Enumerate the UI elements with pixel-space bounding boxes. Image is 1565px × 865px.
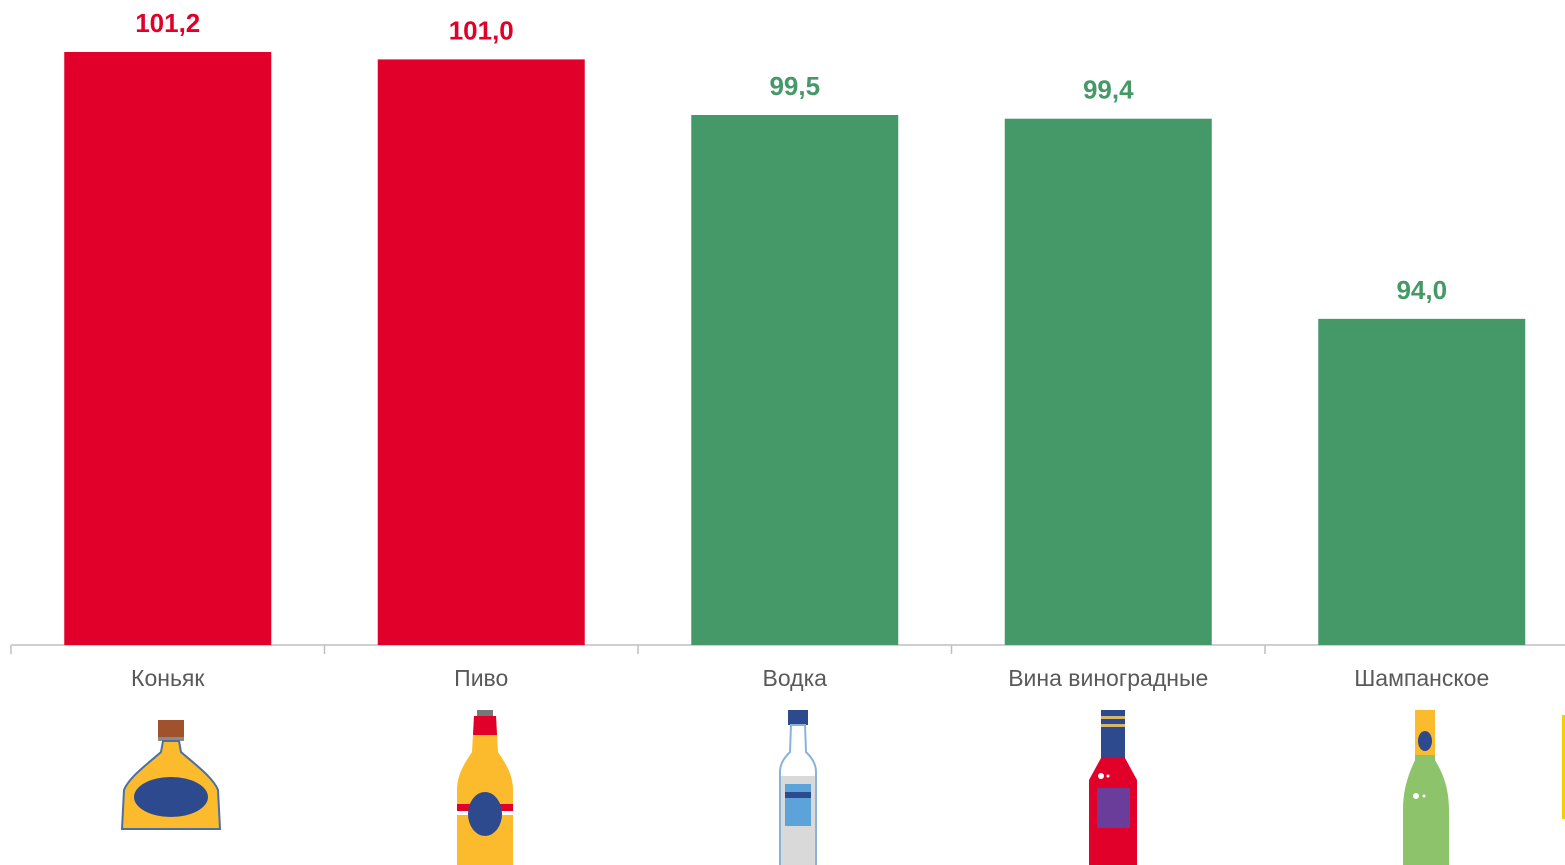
data-label: 99,5	[769, 71, 820, 101]
beer-bottle-icon	[457, 710, 513, 865]
side-accent-mark	[1562, 715, 1565, 819]
category-label: Вина виноградные	[1008, 665, 1208, 691]
category-label: Коньяк	[131, 665, 205, 691]
vodka-bottle-icon	[779, 710, 817, 865]
value-labels-group: 101,2 101,0 99,5 99,4 94,0	[135, 8, 1447, 305]
category-labels-group: Коньяк Пиво Водка Вина виноградные Шампанско…	[131, 665, 1489, 691]
bars-group	[64, 52, 1526, 646]
data-label: 94,0	[1396, 275, 1447, 305]
bar	[64, 52, 272, 645]
category-label: Пиво	[454, 665, 508, 691]
data-label: 101,2	[135, 8, 200, 38]
cognac-bottle-icon	[120, 720, 222, 830]
x-axis-ticks	[10, 645, 1266, 654]
bar	[1318, 318, 1526, 645]
bar	[691, 115, 899, 646]
data-label: 99,4	[1083, 75, 1134, 105]
data-label: 101,0	[449, 15, 514, 45]
wine-bottle-icon	[1089, 710, 1137, 865]
category-label: Шампанское	[1354, 665, 1489, 691]
category-label: Водка	[763, 665, 828, 691]
bar	[1004, 118, 1212, 645]
champagne-bottle-icon	[1403, 710, 1449, 865]
bar	[377, 59, 585, 646]
